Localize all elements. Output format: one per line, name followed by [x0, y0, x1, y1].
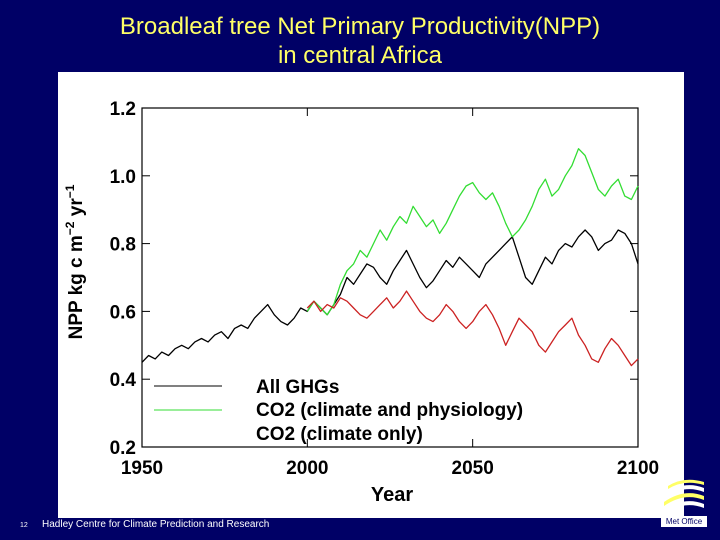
x-tick-label: 2100: [617, 458, 659, 479]
footer-text: Hadley Centre for Climate Prediction and…: [42, 519, 270, 530]
x-axis-label: Year: [371, 484, 413, 506]
series-line-all-ghgs: [141, 229, 639, 363]
y-axis-label-sup2: −1: [63, 184, 77, 198]
legend-label-all-ghgs: All GHGs: [256, 377, 339, 398]
series-line-co2-climate-and-physiology: [306, 148, 639, 316]
met-office-logo: [664, 479, 704, 514]
slide-number: 12: [20, 522, 28, 529]
x-tick-label: 1950: [121, 458, 163, 479]
plot-frame: [141, 107, 639, 448]
y-tick-label: 1.2: [110, 99, 136, 120]
chart-panel: 0.2 0.4 0.6 0.8 1.0 1.2 1950 2000 2050 2100 Year…: [58, 72, 684, 518]
logo-text: Met Office: [661, 516, 707, 527]
x-tick-label: 2050: [452, 458, 494, 479]
x-tick-label: 2000: [286, 458, 328, 479]
y-tick-label: 1.0: [110, 167, 136, 188]
slide-title: Broadleaf tree Net Primary Productivity(…: [0, 12, 720, 70]
slide-title-line-2: in central Africa: [277, 42, 443, 69]
npp-line-chart: 0.2 0.4 0.6 0.8 1.0 1.2 1950 2000 2050 2100 Year…: [63, 99, 659, 506]
legend: All GHGs CO2 (climate and physiology) CO…: [154, 377, 523, 445]
y-axis-label: NPP kg c m−2 yr−1: [63, 184, 87, 339]
y-axis-label-main: NPP kg c m: [66, 235, 87, 339]
legend-label-co2-climate-only: CO2 (climate only): [256, 424, 423, 445]
y-tick-label: 0.8: [110, 235, 136, 256]
y-tick-label: 0.4: [110, 370, 137, 391]
y-axis-label-sup1: −2: [63, 221, 77, 235]
series-line-co2-climate-only: [306, 290, 639, 367]
y-tick-label: 0.2: [110, 438, 136, 459]
y-tick-label: 0.6: [110, 302, 136, 323]
y-axis-label-mid: yr: [66, 198, 87, 222]
slide-title-line-1: Broadleaf tree Net Primary Productivity(…: [119, 13, 601, 40]
legend-label-co2-climate-physiology: CO2 (climate and physiology): [256, 400, 523, 421]
